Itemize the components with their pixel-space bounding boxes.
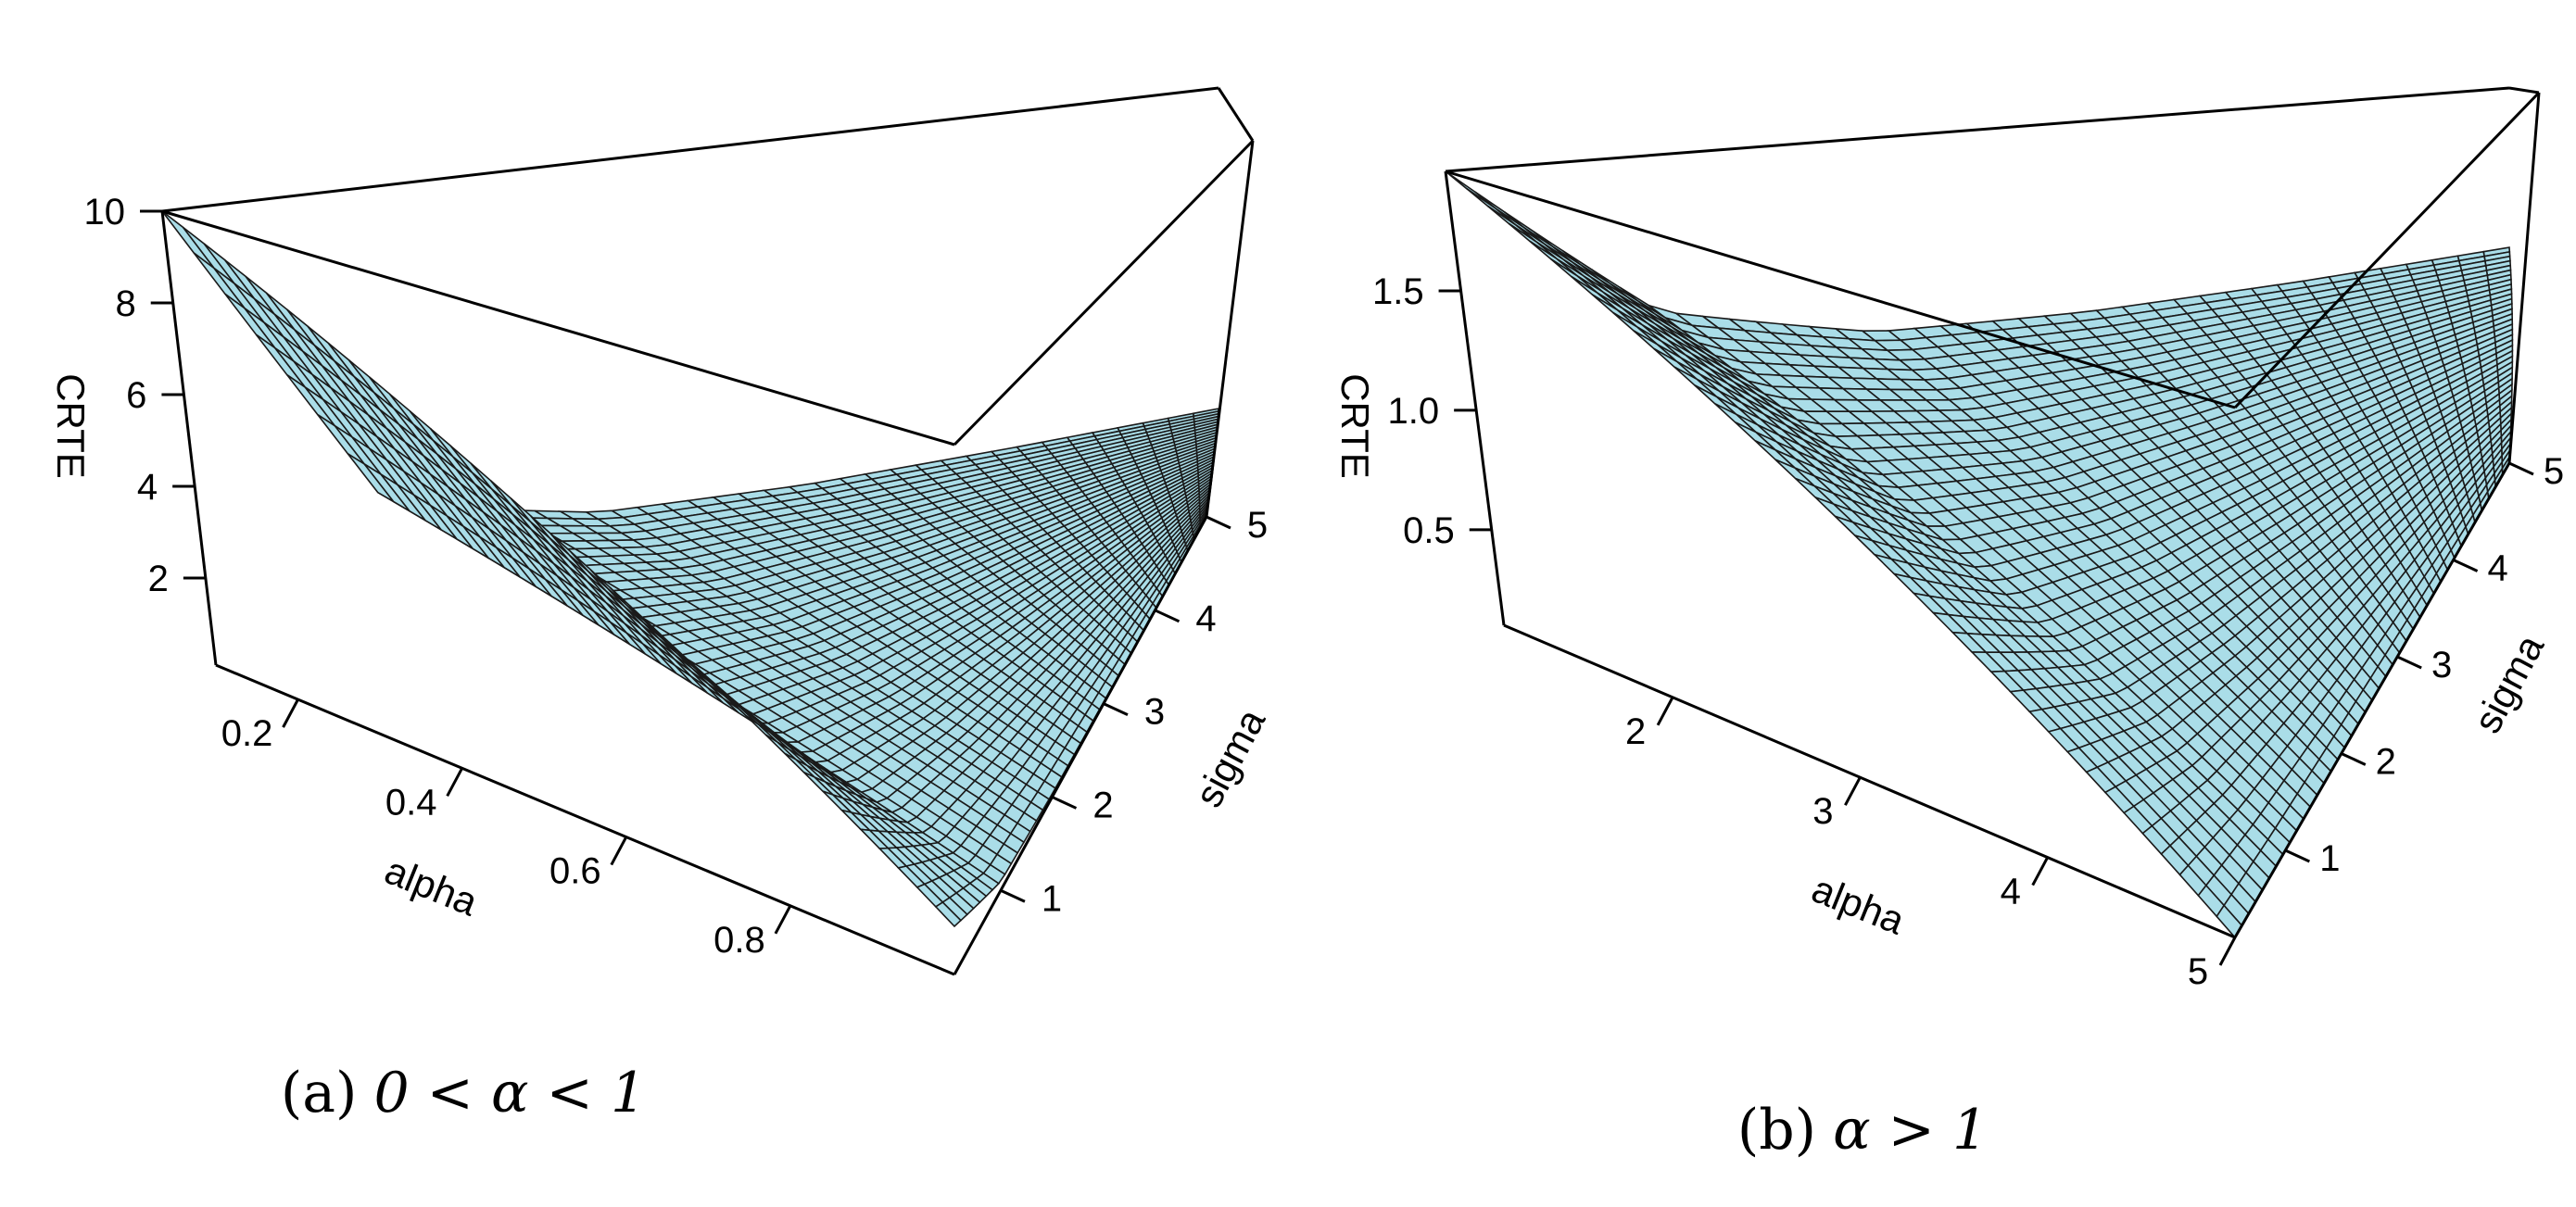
z-tick-label: 4 <box>137 467 158 508</box>
x-tick <box>2031 856 2050 886</box>
x-tick <box>2218 937 2237 966</box>
z-tick-label: 1.5 <box>1372 271 1424 312</box>
y-tick-label: 3 <box>1144 692 1165 733</box>
x-tick-label: 0.2 <box>221 713 273 754</box>
y-axis-title: sigma <box>2465 627 2552 740</box>
x-tick-label: 0.6 <box>549 851 601 892</box>
x-tick-label: 0.8 <box>713 920 765 961</box>
z-axis: 0.5 1.0 1.5 <box>1372 271 1492 551</box>
y-axis: 1 2 3 4 5 <box>1000 505 1268 919</box>
y-tick <box>2341 752 2367 766</box>
y-tick <box>1154 609 1181 623</box>
box-edges <box>1444 86 2541 939</box>
box-edge <box>1445 86 2510 173</box>
y-tick <box>1000 888 1026 903</box>
box-edge <box>215 663 955 976</box>
z-axis: 2 4 6 8 10 <box>84 192 206 599</box>
z-tick-label: 10 <box>84 192 126 233</box>
box-edge <box>160 210 218 666</box>
box-edge <box>1503 623 2236 939</box>
x-tick-label: 2 <box>1625 711 1646 752</box>
x-tick <box>610 836 628 866</box>
y-tick-label: 3 <box>2431 645 2452 685</box>
z-tick-label: 0.5 <box>1403 510 1455 551</box>
z-axis-title: CRTE <box>49 373 93 479</box>
box-edge <box>2233 91 2541 409</box>
y-tick <box>1206 515 1231 530</box>
y-tick-label: 4 <box>1195 598 1216 639</box>
box-edge <box>2233 462 2511 938</box>
panel-b: 2 3 4 5 1 2 3 4 5 0.5 1.0 1.5 alpha sigma CRTE (b) α > 1 <box>1333 86 2564 1163</box>
y-tick <box>2452 559 2479 572</box>
box-edge <box>1444 170 1506 626</box>
y-tick-label: 4 <box>2487 547 2507 588</box>
x-tick <box>282 698 299 728</box>
y-tick <box>1051 796 1078 810</box>
y-tick-label: 5 <box>1247 505 1268 546</box>
y-axis-title: sigma <box>1186 701 1273 814</box>
panel-a: 0.2 0.4 0.6 0.8 1 2 3 4 5 2 4 6 8 10 alpha sigma CRTE (a)… <box>49 86 1274 1125</box>
y-tick-label: 1 <box>2319 838 2340 879</box>
x-axis: 2 3 4 5 <box>1625 697 2237 992</box>
box-edge <box>161 209 955 446</box>
y-tick-label: 2 <box>2376 741 2396 782</box>
x-tick <box>1656 697 1674 726</box>
y-tick <box>2508 461 2534 476</box>
x-axis-title: alpha <box>379 849 484 924</box>
x-tick-label: 4 <box>2001 872 2021 912</box>
box-edge <box>1205 140 1255 518</box>
x-tick-label: 0.4 <box>385 782 437 823</box>
box-edge <box>1217 87 1255 142</box>
box-edge <box>1445 170 2236 409</box>
y-tick <box>2396 655 2422 670</box>
y-axis: 1 2 3 4 5 <box>2284 451 2564 879</box>
caption-math: α > 1 <box>1833 1098 1988 1163</box>
y-tick <box>1103 702 1129 716</box>
box-edge <box>953 139 1255 446</box>
caption-math: 0 < α < 1 <box>373 1061 646 1125</box>
y-tick-label: 2 <box>1092 785 1113 825</box>
y-tick-label: 1 <box>1042 878 1062 919</box>
x-tick <box>446 767 463 798</box>
z-tick-label: 8 <box>115 283 135 324</box>
y-tick-label: 5 <box>2544 451 2564 492</box>
box-edge <box>2507 92 2541 464</box>
x-axis-title: alpha <box>1806 867 1911 943</box>
caption-prefix: (a) <box>281 1061 358 1125</box>
z-tick-label: 6 <box>126 375 146 416</box>
z-tick-label: 1.0 <box>1388 391 1440 432</box>
surface-facet <box>183 226 235 284</box>
x-tick-label: 3 <box>1812 791 1833 832</box>
y-tick <box>2284 849 2310 863</box>
surface-facet <box>934 900 963 928</box>
x-tick <box>774 905 792 935</box>
box-edges <box>160 86 1255 976</box>
caption-prefix: (b) <box>1737 1098 1816 1163</box>
z-tick-label: 2 <box>148 559 169 599</box>
surface <box>1445 170 2514 939</box>
panel-caption: (a) 0 < α < 1 <box>281 1061 646 1125</box>
box-edge <box>2508 86 2540 94</box>
box-edge <box>161 86 1219 213</box>
x-axis: 0.2 0.4 0.6 0.8 <box>221 698 792 961</box>
box-edge <box>953 516 1208 975</box>
z-axis-title: CRTE <box>1333 373 1377 479</box>
surface <box>161 210 1219 928</box>
x-tick-label: 5 <box>2188 951 2208 992</box>
x-tick <box>1844 776 1862 806</box>
panel-caption: (b) α > 1 <box>1737 1098 1988 1163</box>
